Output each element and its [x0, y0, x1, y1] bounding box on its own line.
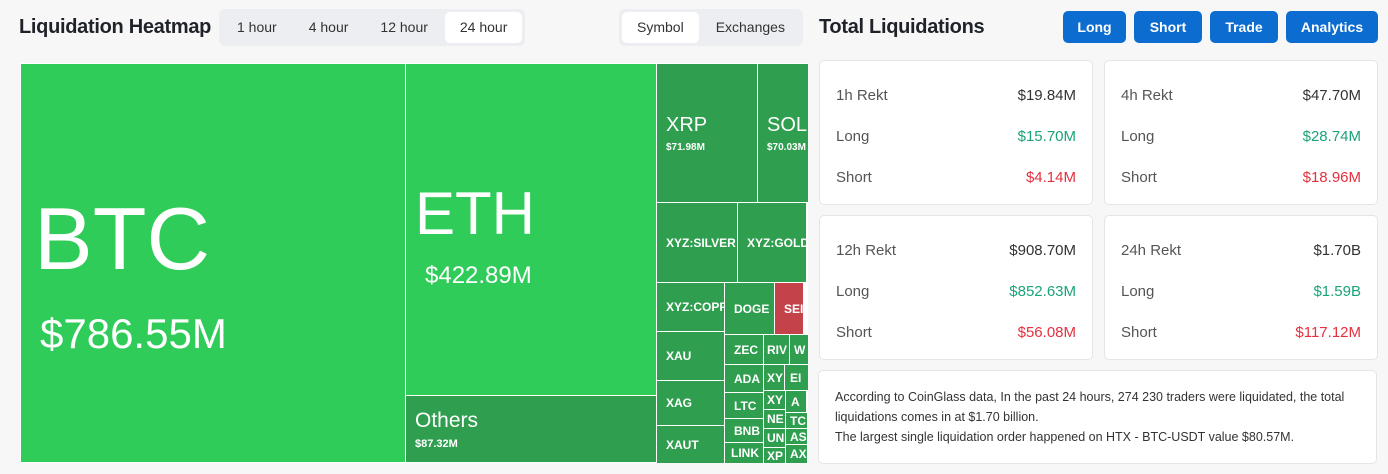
- tab-symbol[interactable]: Symbol: [622, 12, 699, 43]
- cell-name: ETH: [415, 180, 535, 247]
- cell-sol[interactable]: SOL $70.03M: [757, 63, 808, 203]
- card-total: $908.70M: [1009, 242, 1076, 259]
- cell-w[interactable]: W: [789, 334, 808, 365]
- analytics-button[interactable]: Analytics: [1286, 11, 1378, 43]
- cell-name: XRP: [666, 113, 708, 136]
- cell-eth[interactable]: ETH $422.89M: [405, 63, 657, 396]
- short-value: $18.96M: [1302, 169, 1361, 186]
- tab-24-hour[interactable]: 24 hour: [444, 12, 523, 43]
- cell-xaut[interactable]: XAUT: [656, 425, 725, 463]
- cell-xau[interactable]: XAU: [656, 331, 725, 381]
- cell-ei[interactable]: EI: [784, 364, 808, 391]
- cell-ax[interactable]: AX: [785, 444, 808, 463]
- cell-ltc[interactable]: LTC: [724, 392, 764, 419]
- short-value: $56.08M: [1017, 324, 1076, 341]
- card-label: 12h Rekt: [836, 242, 897, 259]
- cell-link[interactable]: LINK: [724, 442, 764, 463]
- cell-value: $87.32M: [415, 437, 458, 450]
- tab-1-hour[interactable]: 1 hour: [237, 19, 277, 35]
- cell-xy-1[interactable]: XY: [763, 364, 785, 391]
- rekt-card-4h: 4h Rekt $47.70M Long $28.74M Short $18.96M: [1104, 60, 1378, 205]
- cell-value: $786.55M: [40, 310, 227, 357]
- card-total: $47.70M: [1302, 87, 1361, 104]
- cell-xp[interactable]: XP: [763, 447, 786, 463]
- long-label: Long: [836, 128, 870, 145]
- timeframe-selector: 1 hour 4 hour 12 hour 24 hour: [219, 9, 526, 46]
- cell-xag[interactable]: XAG: [656, 380, 725, 426]
- cell-ne[interactable]: NE: [763, 409, 786, 429]
- short-button[interactable]: Short: [1134, 11, 1202, 43]
- card-label: 24h Rekt: [1121, 242, 1182, 259]
- cell-sei[interactable]: SEI: [774, 282, 804, 335]
- tab-12-hour[interactable]: 12 hour: [380, 19, 428, 35]
- heatmap-title: Liquidation Heatmap: [19, 16, 212, 38]
- cell-xyz-silver[interactable]: XYZ:SILVER: [656, 202, 738, 283]
- long-label: Long: [1121, 128, 1155, 145]
- cell-value: $71.98M: [666, 141, 705, 153]
- cell-a[interactable]: A: [785, 390, 807, 413]
- short-label: Short: [836, 169, 872, 186]
- cell-xyz-copper[interactable]: XYZ:COPPER: [656, 282, 725, 332]
- cell-un[interactable]: UN: [763, 428, 786, 448]
- cell-others[interactable]: Others $87.32M: [405, 395, 657, 463]
- cell-name: Others: [415, 408, 479, 432]
- cell-value: $422.89M: [425, 262, 532, 289]
- cell-tc[interactable]: TC: [785, 412, 808, 429]
- short-label: Short: [1121, 324, 1157, 341]
- short-value: $4.14M: [1025, 169, 1076, 186]
- short-label: Short: [836, 324, 872, 341]
- cell-bnb[interactable]: BNB: [724, 418, 764, 443]
- cell-xrp[interactable]: XRP $71.98M: [656, 63, 758, 203]
- cell-as[interactable]: AS: [785, 428, 808, 445]
- rekt-card-1h: 1h Rekt $19.84M Long $15.70M Short $4.14M: [819, 60, 1093, 205]
- tab-exchanges[interactable]: Exchanges: [715, 19, 785, 35]
- rekt-card-12h: 12h Rekt $908.70M Long $852.63M Short $56.0…: [819, 215, 1093, 360]
- long-label: Long: [836, 283, 870, 300]
- tab-4-hour[interactable]: 4 hour: [308, 19, 349, 35]
- card-label: 4h Rekt: [1121, 87, 1173, 104]
- cell-zec[interactable]: ZEC: [724, 334, 764, 365]
- cell-btc[interactable]: BTC $786.55M: [20, 63, 406, 463]
- view-selector: Symbol Exchanges: [619, 9, 803, 46]
- long-value: $1.59B: [1313, 283, 1361, 300]
- cell-riv[interactable]: RIV: [763, 334, 790, 365]
- short-value: $117.12M: [1295, 324, 1361, 341]
- short-label: Short: [1121, 169, 1157, 186]
- total-liquidations-title: Total Liquidations: [819, 16, 985, 38]
- card-label: 1h Rekt: [836, 87, 888, 104]
- card-total: $19.84M: [1017, 87, 1076, 104]
- cell-xy-2[interactable]: XY: [763, 390, 786, 410]
- long-label: Long: [1121, 283, 1155, 300]
- long-button[interactable]: Long: [1063, 11, 1126, 43]
- long-value: $852.63M: [1009, 283, 1076, 300]
- summary-line-1: According to CoinGlass data, In the past…: [835, 390, 1345, 424]
- liquidation-summary: According to CoinGlass data, In the past…: [818, 370, 1377, 464]
- cell-ada[interactable]: ADA: [724, 364, 764, 393]
- rekt-card-24h: 24h Rekt $1.70B Long $1.59B Short $117.12M: [1104, 215, 1378, 360]
- cell-name: SOL: [767, 113, 808, 136]
- liquidation-treemap: BTC $786.55M ETH $422.89M Others $87.32M…: [20, 63, 808, 463]
- cell-doge[interactable]: DOGE: [724, 282, 775, 335]
- cell-xyz-gold[interactable]: XYZ:GOLD: [737, 202, 807, 283]
- long-value: $15.70M: [1017, 128, 1076, 145]
- long-value: $28.74M: [1302, 128, 1361, 145]
- cell-name: BTC: [34, 189, 210, 288]
- summary-line-2: The largest single liquidation order hap…: [835, 430, 1295, 444]
- trade-button[interactable]: Trade: [1210, 11, 1278, 43]
- card-total: $1.70B: [1313, 242, 1361, 259]
- cell-value: $70.03M: [767, 141, 806, 153]
